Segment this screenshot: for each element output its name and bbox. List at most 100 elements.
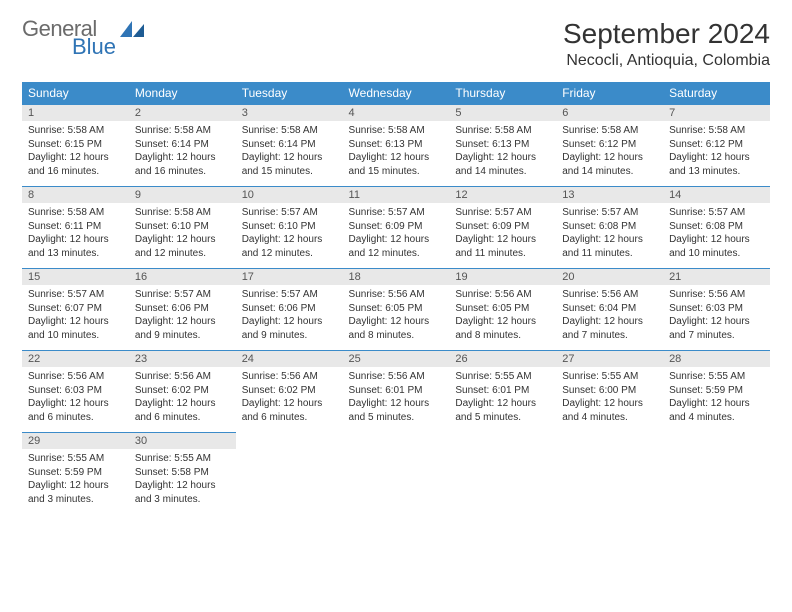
calendar-head: Sunday Monday Tuesday Wednesday Thursday…: [22, 82, 770, 105]
day-body: Sunrise: 5:56 AMSunset: 6:04 PMDaylight:…: [556, 285, 663, 346]
daylight-line-1: Daylight: 12 hours: [28, 315, 123, 329]
sunset-line: Sunset: 6:12 PM: [562, 138, 657, 152]
day-number: 10: [236, 187, 343, 203]
calendar-cell: 30Sunrise: 5:55 AMSunset: 5:58 PMDayligh…: [129, 433, 236, 515]
daylight-line-1: Daylight: 12 hours: [135, 315, 230, 329]
sunset-line: Sunset: 6:10 PM: [135, 220, 230, 234]
daylight-line-2: and 10 minutes.: [669, 247, 764, 261]
calendar-cell: 6Sunrise: 5:58 AMSunset: 6:12 PMDaylight…: [556, 105, 663, 187]
calendar-cell: 14Sunrise: 5:57 AMSunset: 6:08 PMDayligh…: [663, 187, 770, 269]
day-number: 9: [129, 187, 236, 203]
sunrise-line: Sunrise: 5:57 AM: [562, 206, 657, 220]
col-sun: Sunday: [22, 82, 129, 105]
calendar-cell: 11Sunrise: 5:57 AMSunset: 6:09 PMDayligh…: [343, 187, 450, 269]
daylight-line-2: and 7 minutes.: [669, 329, 764, 343]
col-sat: Saturday: [663, 82, 770, 105]
day-body: Sunrise: 5:55 AMSunset: 6:01 PMDaylight:…: [449, 367, 556, 428]
daylight-line-1: Daylight: 12 hours: [455, 233, 550, 247]
calendar-cell: 1Sunrise: 5:58 AMSunset: 6:15 PMDaylight…: [22, 105, 129, 187]
calendar-cell: 3Sunrise: 5:58 AMSunset: 6:14 PMDaylight…: [236, 105, 343, 187]
daylight-line-2: and 10 minutes.: [28, 329, 123, 343]
daylight-line-2: and 6 minutes.: [135, 411, 230, 425]
sunset-line: Sunset: 6:10 PM: [242, 220, 337, 234]
calendar-cell: 24Sunrise: 5:56 AMSunset: 6:02 PMDayligh…: [236, 351, 343, 433]
sunset-line: Sunset: 6:14 PM: [135, 138, 230, 152]
daylight-line-1: Daylight: 12 hours: [242, 233, 337, 247]
calendar-cell: 18Sunrise: 5:56 AMSunset: 6:05 PMDayligh…: [343, 269, 450, 351]
daylight-line-1: Daylight: 12 hours: [135, 479, 230, 493]
sunset-line: Sunset: 6:08 PM: [562, 220, 657, 234]
col-mon: Monday: [129, 82, 236, 105]
day-body: Sunrise: 5:58 AMSunset: 6:14 PMDaylight:…: [129, 121, 236, 182]
day-body: Sunrise: 5:57 AMSunset: 6:07 PMDaylight:…: [22, 285, 129, 346]
sunrise-line: Sunrise: 5:58 AM: [455, 124, 550, 138]
sunset-line: Sunset: 6:03 PM: [669, 302, 764, 316]
calendar-cell: 27Sunrise: 5:55 AMSunset: 6:00 PMDayligh…: [556, 351, 663, 433]
calendar-cell: 5Sunrise: 5:58 AMSunset: 6:13 PMDaylight…: [449, 105, 556, 187]
daylight-line-2: and 3 minutes.: [135, 493, 230, 507]
daylight-line-1: Daylight: 12 hours: [28, 151, 123, 165]
sunset-line: Sunset: 6:05 PM: [349, 302, 444, 316]
sunrise-line: Sunrise: 5:57 AM: [28, 288, 123, 302]
sunrise-line: Sunrise: 5:58 AM: [242, 124, 337, 138]
day-number: 30: [129, 433, 236, 449]
calendar-cell: 19Sunrise: 5:56 AMSunset: 6:05 PMDayligh…: [449, 269, 556, 351]
sunrise-line: Sunrise: 5:55 AM: [562, 370, 657, 384]
sunrise-line: Sunrise: 5:55 AM: [135, 452, 230, 466]
sunset-line: Sunset: 6:09 PM: [455, 220, 550, 234]
day-body: Sunrise: 5:56 AMSunset: 6:05 PMDaylight:…: [449, 285, 556, 346]
daylight-line-2: and 13 minutes.: [28, 247, 123, 261]
calendar-table: Sunday Monday Tuesday Wednesday Thursday…: [22, 82, 770, 515]
daylight-line-1: Daylight: 12 hours: [135, 151, 230, 165]
day-body: Sunrise: 5:56 AMSunset: 6:03 PMDaylight:…: [663, 285, 770, 346]
day-number: 29: [22, 433, 129, 449]
day-number: 14: [663, 187, 770, 203]
daylight-line-2: and 12 minutes.: [135, 247, 230, 261]
daylight-line-2: and 14 minutes.: [455, 165, 550, 179]
daylight-line-1: Daylight: 12 hours: [242, 151, 337, 165]
daylight-line-1: Daylight: 12 hours: [562, 151, 657, 165]
daylight-line-2: and 15 minutes.: [349, 165, 444, 179]
daylight-line-2: and 8 minutes.: [349, 329, 444, 343]
location-line: Necocli, Antioquia, Colombia: [563, 52, 770, 70]
sunrise-line: Sunrise: 5:56 AM: [28, 370, 123, 384]
col-thu: Thursday: [449, 82, 556, 105]
daylight-line-2: and 6 minutes.: [242, 411, 337, 425]
day-number: 16: [129, 269, 236, 285]
day-body: Sunrise: 5:56 AMSunset: 6:02 PMDaylight:…: [236, 367, 343, 428]
daylight-line-2: and 5 minutes.: [349, 411, 444, 425]
daylight-line-2: and 6 minutes.: [28, 411, 123, 425]
calendar-cell: 23Sunrise: 5:56 AMSunset: 6:02 PMDayligh…: [129, 351, 236, 433]
calendar-cell: 9Sunrise: 5:58 AMSunset: 6:10 PMDaylight…: [129, 187, 236, 269]
calendar-cell: 10Sunrise: 5:57 AMSunset: 6:10 PMDayligh…: [236, 187, 343, 269]
day-number: 17: [236, 269, 343, 285]
sunset-line: Sunset: 6:14 PM: [242, 138, 337, 152]
day-body: Sunrise: 5:56 AMSunset: 6:03 PMDaylight:…: [22, 367, 129, 428]
day-body: Sunrise: 5:55 AMSunset: 6:00 PMDaylight:…: [556, 367, 663, 428]
calendar-cell: 4Sunrise: 5:58 AMSunset: 6:13 PMDaylight…: [343, 105, 450, 187]
day-body: Sunrise: 5:58 AMSunset: 6:11 PMDaylight:…: [22, 203, 129, 264]
daylight-line-1: Daylight: 12 hours: [562, 397, 657, 411]
sunrise-line: Sunrise: 5:58 AM: [669, 124, 764, 138]
day-number: 4: [343, 105, 450, 121]
daylight-line-1: Daylight: 12 hours: [455, 315, 550, 329]
daylight-line-2: and 7 minutes.: [562, 329, 657, 343]
sunrise-line: Sunrise: 5:58 AM: [28, 124, 123, 138]
sunrise-line: Sunrise: 5:56 AM: [669, 288, 764, 302]
day-body: Sunrise: 5:58 AMSunset: 6:13 PMDaylight:…: [449, 121, 556, 182]
daylight-line-2: and 12 minutes.: [242, 247, 337, 261]
day-body: Sunrise: 5:57 AMSunset: 6:10 PMDaylight:…: [236, 203, 343, 264]
daylight-line-2: and 4 minutes.: [669, 411, 764, 425]
calendar-cell: 25Sunrise: 5:56 AMSunset: 6:01 PMDayligh…: [343, 351, 450, 433]
sunset-line: Sunset: 6:12 PM: [669, 138, 764, 152]
day-number: 19: [449, 269, 556, 285]
daylight-line-1: Daylight: 12 hours: [455, 151, 550, 165]
sunset-line: Sunset: 6:06 PM: [242, 302, 337, 316]
sunrise-line: Sunrise: 5:56 AM: [349, 370, 444, 384]
sunrise-line: Sunrise: 5:58 AM: [135, 124, 230, 138]
sunset-line: Sunset: 6:01 PM: [455, 384, 550, 398]
sunset-line: Sunset: 6:07 PM: [28, 302, 123, 316]
daylight-line-2: and 14 minutes.: [562, 165, 657, 179]
day-number: 7: [663, 105, 770, 121]
day-body: Sunrise: 5:58 AMSunset: 6:12 PMDaylight:…: [663, 121, 770, 182]
